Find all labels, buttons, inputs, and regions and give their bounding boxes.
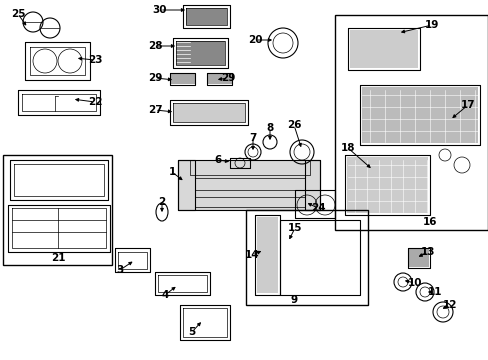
- Text: 5: 5: [188, 327, 195, 337]
- Text: 23: 23: [87, 55, 102, 65]
- Text: 22: 22: [87, 97, 102, 107]
- Text: 9: 9: [290, 295, 297, 305]
- Text: 3: 3: [116, 265, 123, 275]
- Text: 17: 17: [460, 100, 474, 110]
- Text: 15: 15: [287, 223, 302, 233]
- Bar: [245, 210, 367, 305]
- Text: 2: 2: [158, 197, 165, 207]
- Text: 18: 18: [340, 143, 354, 153]
- Text: 12: 12: [442, 300, 456, 310]
- Text: 8: 8: [266, 123, 273, 133]
- Text: 20: 20: [247, 35, 262, 45]
- Text: 14: 14: [244, 250, 259, 260]
- Text: 26: 26: [286, 120, 301, 130]
- Text: 10: 10: [407, 278, 421, 288]
- Text: 7: 7: [249, 133, 256, 143]
- Text: 28: 28: [147, 41, 162, 51]
- Text: 13: 13: [420, 247, 434, 257]
- Bar: [346, 157, 427, 213]
- Text: 30: 30: [152, 5, 167, 15]
- Text: 16: 16: [422, 217, 436, 227]
- Bar: [173, 103, 244, 122]
- Text: 6: 6: [214, 155, 221, 165]
- Bar: [334, 15, 487, 230]
- Bar: [349, 30, 417, 68]
- Text: 29: 29: [147, 73, 162, 83]
- Bar: [207, 74, 231, 84]
- Text: 11: 11: [427, 287, 441, 297]
- Bar: [176, 41, 224, 65]
- Text: 21: 21: [51, 253, 65, 263]
- Bar: [185, 8, 226, 25]
- Bar: [3, 155, 112, 265]
- Bar: [178, 160, 319, 210]
- Text: 27: 27: [147, 105, 162, 115]
- Text: 4: 4: [161, 290, 168, 300]
- Text: 19: 19: [424, 20, 438, 30]
- Text: 24: 24: [310, 203, 325, 213]
- Bar: [257, 217, 278, 293]
- Bar: [361, 87, 477, 143]
- Text: 29: 29: [221, 73, 235, 83]
- Text: 1: 1: [168, 167, 175, 177]
- Text: 25: 25: [11, 9, 25, 19]
- Bar: [408, 249, 428, 267]
- Bar: [171, 74, 195, 84]
